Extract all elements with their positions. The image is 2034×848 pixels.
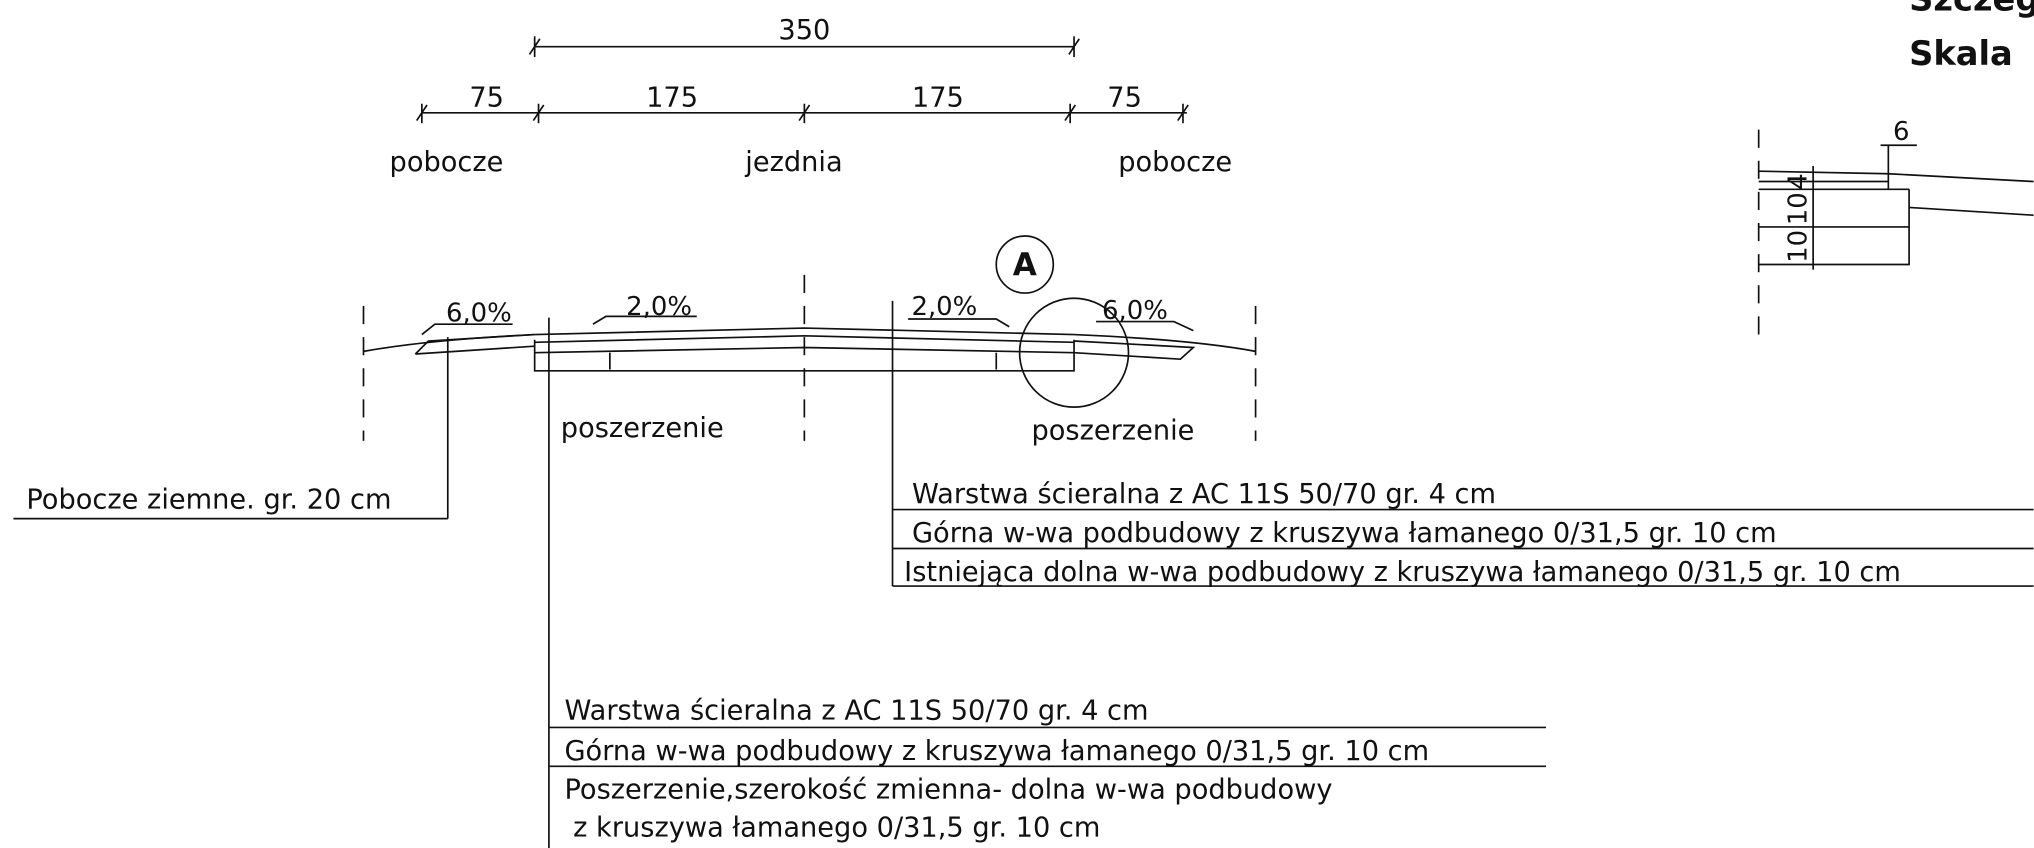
layer-note: Warstwa ścieralna z AC 11S 50/70 gr. 4 c… [912,479,1496,510]
detail-dim: 4 [1784,173,1814,190]
dim-total: 350 [778,15,830,46]
dimension-lines [415,36,1189,124]
widening-label: poszerzenie [1031,416,1194,447]
shoulder-note: Pobocze ziemne. gr. 20 cm [26,484,391,515]
detail-title: Szczeg [1909,0,2034,18]
cross-section [13,235,2034,848]
detail-drawing [1757,129,2034,340]
dim: 75 [469,82,504,113]
detail-marker: A [1013,247,1037,283]
detail-scale: Skala [1909,34,2013,73]
layer-note: Warstwa ścieralna z AC 11S 50/70 gr. 4 c… [564,696,1148,727]
detail-dim: 6 [1893,117,1909,147]
layer-note: Poszerzenie,szerokość zmienna- dolna w-w… [564,775,1332,806]
zone: pobocze [1118,147,1232,178]
dim: 75 [1107,82,1142,113]
layer-note: Istniejąca dolna w-wa podbudowy z kruszy… [904,557,1901,588]
zone: pobocze [390,147,504,178]
dim: 175 [646,82,698,113]
dim: 175 [912,82,964,113]
widening-label: poszerzenie [561,413,724,444]
zone: jezdnia [744,147,842,178]
detail-dim: 10 [1784,192,1814,225]
layer-note: Górna w-wa podbudowy z kruszywa łamanego… [564,736,1429,767]
slope: 2,0% [911,292,977,322]
slope: 2,0% [626,292,692,322]
layer-note: Górna w-wa podbudowy z kruszywa łamanego… [912,518,1777,549]
slope: 6,0% [446,299,512,329]
detail-dim: 10 [1784,230,1814,263]
slope: 6,0% [1102,296,1168,326]
layer-note: z kruszywa łamanego 0/31,5 gr. 10 cm [564,812,1100,843]
